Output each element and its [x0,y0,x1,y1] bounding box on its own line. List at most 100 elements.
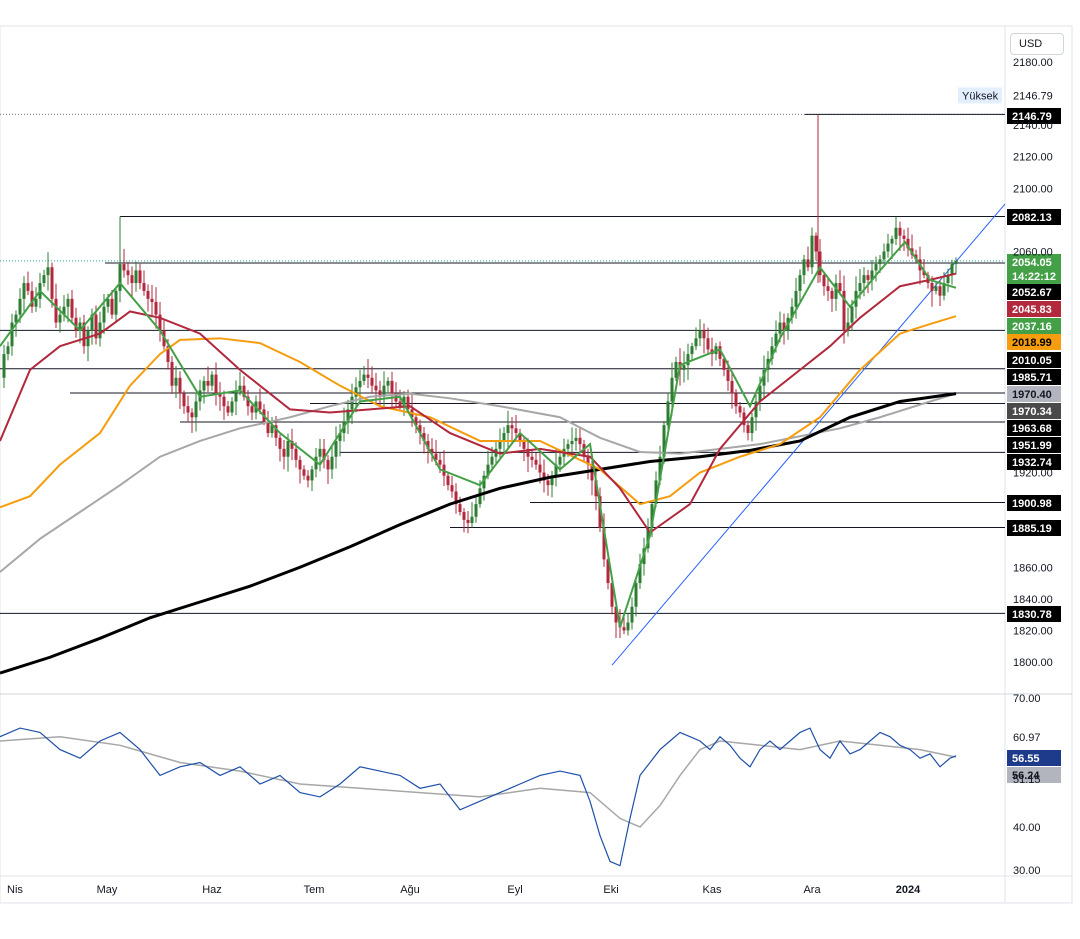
candle [882,243,886,264]
candle [626,613,630,636]
candle [674,356,678,381]
candle [482,470,486,501]
price-label-bg [1007,301,1061,317]
price-label: 2037.16 [1012,321,1052,333]
candle [574,427,578,451]
ma-green-line [0,240,957,628]
candle [818,239,822,283]
time-axis-label: Ara [803,884,821,896]
candle [182,390,186,414]
price-label-bg [1007,437,1061,453]
candle [134,261,138,292]
bar-countdown-label: 14:22:12 [1012,271,1056,283]
signal-line [0,735,957,828]
candle [730,371,734,409]
ma-gray-line [0,392,957,573]
candle [506,410,510,449]
candle [694,327,698,351]
candle [326,455,330,484]
oscillator-tick-label: 40.00 [1013,822,1041,834]
candle [846,307,850,337]
candle [474,495,478,523]
oscillator-tick-label: 51.15 [1013,774,1041,786]
price-label-bg [1007,386,1061,402]
candle [126,261,130,285]
candle [178,371,182,409]
candle [322,439,326,469]
candle [886,233,890,258]
candle [362,365,366,386]
candle [334,426,338,469]
candle [830,287,834,312]
candle [90,308,94,345]
oscillator-tick-label: 70.00 [1013,693,1041,705]
candle [746,420,750,441]
candle [810,227,814,275]
candle [894,216,898,246]
candle [798,269,802,304]
candle [570,427,574,457]
candle [290,428,294,461]
candle [622,617,626,635]
candle [278,434,282,462]
candle [150,284,154,318]
candle [142,270,146,296]
candle [366,359,370,388]
price-tick-label: 1920.00 [1013,468,1053,480]
candle [866,269,870,294]
candle [682,351,686,383]
price-label: 2146.79 [1012,111,1052,123]
oscillator-tick-label: 30.00 [1013,865,1041,877]
time-axis-label: 2024 [896,884,921,896]
candle [442,450,446,487]
candle [226,400,230,417]
candle [870,260,874,291]
price-label-bg [1007,495,1061,511]
price-label-bg [1007,454,1061,470]
candle [86,326,90,362]
candle [690,342,694,362]
candle [466,510,470,534]
currency-button[interactable]: USD [1010,33,1064,55]
time-axis-label: Tem [304,884,325,896]
candle [146,284,150,312]
candle [522,436,526,462]
time-axis-label: May [97,884,118,896]
time-axis-label: Kas [703,884,722,896]
candle [718,341,722,367]
price-tick-label: 2060.00 [1013,246,1053,258]
candle [210,371,214,391]
price-label: 1970.34 [1012,406,1053,418]
time-axis-label: Haz [202,884,222,896]
candle [542,459,546,493]
candle [706,327,710,355]
candle [62,295,66,322]
price-label: 1970.40 [1012,389,1052,401]
candle [946,268,950,293]
candle [82,314,86,354]
candle [450,475,454,498]
ma-black-line [0,392,957,675]
candle [234,380,238,416]
candle [338,424,342,457]
candle [702,323,706,354]
candle [242,376,246,401]
price-label-bg [1007,318,1061,334]
candle [602,513,606,567]
candle [310,465,314,492]
candle [138,263,142,290]
candle [610,579,614,615]
price-label-bg [1007,420,1061,436]
candle [258,388,262,415]
candle [298,455,302,484]
price-label: 1951.99 [1012,440,1052,452]
candle [190,408,194,433]
candle [738,402,742,418]
time-axis-label: Nis [7,884,23,896]
price-label: 2010.05 [1012,355,1052,367]
main-pane [0,87,1061,675]
candle [110,289,114,319]
price-label: 1885.19 [1012,523,1052,535]
oscillator-pane [0,727,1061,867]
